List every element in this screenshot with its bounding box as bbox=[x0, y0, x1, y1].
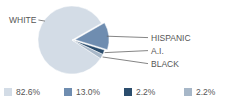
legend: 82.6% 13.0% 2.2% 2.2% bbox=[4, 87, 216, 97]
legend-swatch bbox=[4, 88, 12, 96]
slices bbox=[38, 6, 109, 74]
legend-swatch bbox=[184, 88, 192, 96]
labels: HISPANIC A.I. BLACK WHITE bbox=[9, 15, 191, 69]
legend-swatch bbox=[64, 88, 72, 96]
legend-swatch bbox=[124, 88, 132, 96]
leader-line bbox=[38, 20, 45, 21]
leader-line bbox=[107, 36, 148, 37]
category-label: HISPANIC bbox=[151, 33, 191, 43]
legend-label: 2.2% bbox=[196, 87, 216, 97]
pie bbox=[38, 6, 109, 74]
leader-line bbox=[103, 57, 148, 64]
category-label: WHITE bbox=[9, 15, 37, 25]
legend-label: 13.0% bbox=[76, 87, 101, 97]
legend-label: 82.6% bbox=[16, 87, 41, 97]
leader-line bbox=[105, 51, 148, 53]
chart: HISPANIC A.I. BLACK WHITE 82.6% 13.0% 2.2% 2.2% bbox=[0, 0, 240, 100]
category-label: A.I. bbox=[151, 46, 164, 56]
slice bbox=[75, 23, 109, 50]
legend-label: 2.2% bbox=[136, 87, 156, 97]
slice bbox=[72, 40, 103, 59]
category-label: BLACK bbox=[151, 59, 179, 69]
